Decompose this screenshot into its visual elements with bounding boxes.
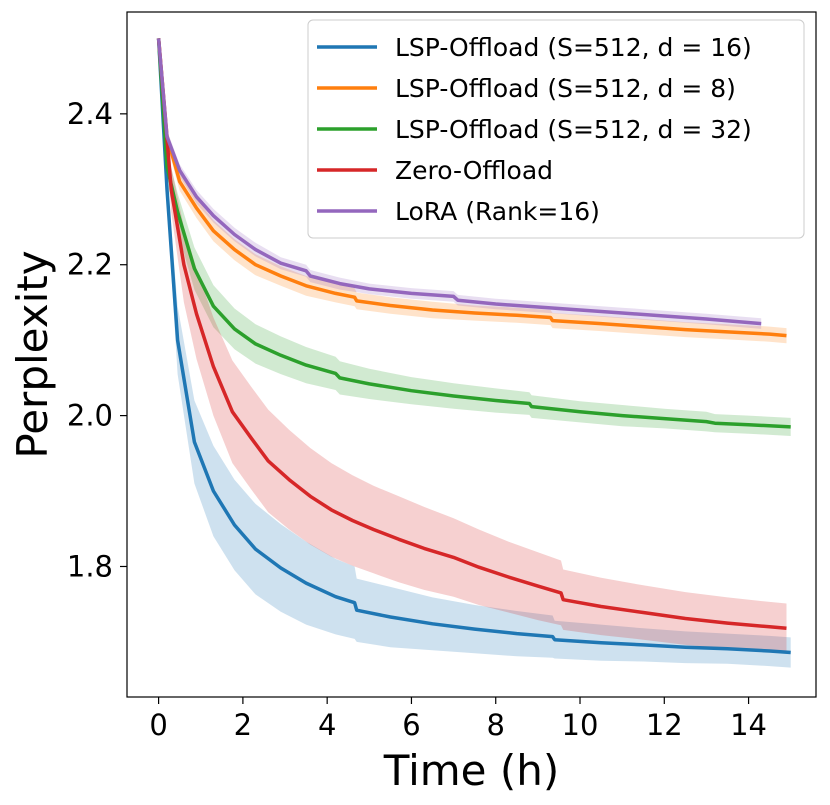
legend-label-1: LSP-Offload (S=512, d = 16) [395,33,752,62]
legend-box [307,19,805,239]
y-axis-ticks: 1.8 2.0 2.2 2.4 [67,97,127,583]
y-tick-label: 2.4 [67,97,113,131]
x-tick-label: 4 [318,708,336,742]
x-tick-label: 6 [402,708,420,742]
series-1-line [156,38,791,655]
x-axis-ticks: 0 2 4 6 8 10 12 14 [149,697,767,742]
y-tick-label: 2.2 [67,248,113,282]
x-tick-label: 0 [149,708,167,742]
x-tick-label: 14 [730,708,767,742]
legend: LSP-Offload (S=512, d = 16) LSP-Offload (… [307,19,805,239]
y-axis-title: Perplexity [8,250,57,458]
x-tick-label: 12 [646,708,683,742]
x-axis-title: Time (h) [383,746,560,795]
y-tick-label: 1.8 [67,549,113,583]
series-4-line [156,38,787,631]
legend-label-5: LoRA (Rank=16) [395,197,600,226]
plot-area-frame [126,11,817,698]
x-tick-label: 8 [487,708,505,742]
legend-label-3: LSP-Offload (S=512, d = 32) [395,115,752,144]
series-lines [156,38,791,655]
series-2-line [156,38,787,338]
legend-label-2: LSP-Offload (S=512, d = 8) [395,74,736,103]
series-3-line [156,38,791,429]
x-tick-label: 10 [562,708,599,742]
series-5-line [156,38,762,326]
legend-label-4: Zero-Offload [395,156,553,185]
y-tick-label: 2.0 [67,399,113,433]
x-tick-label: 2 [234,708,252,742]
